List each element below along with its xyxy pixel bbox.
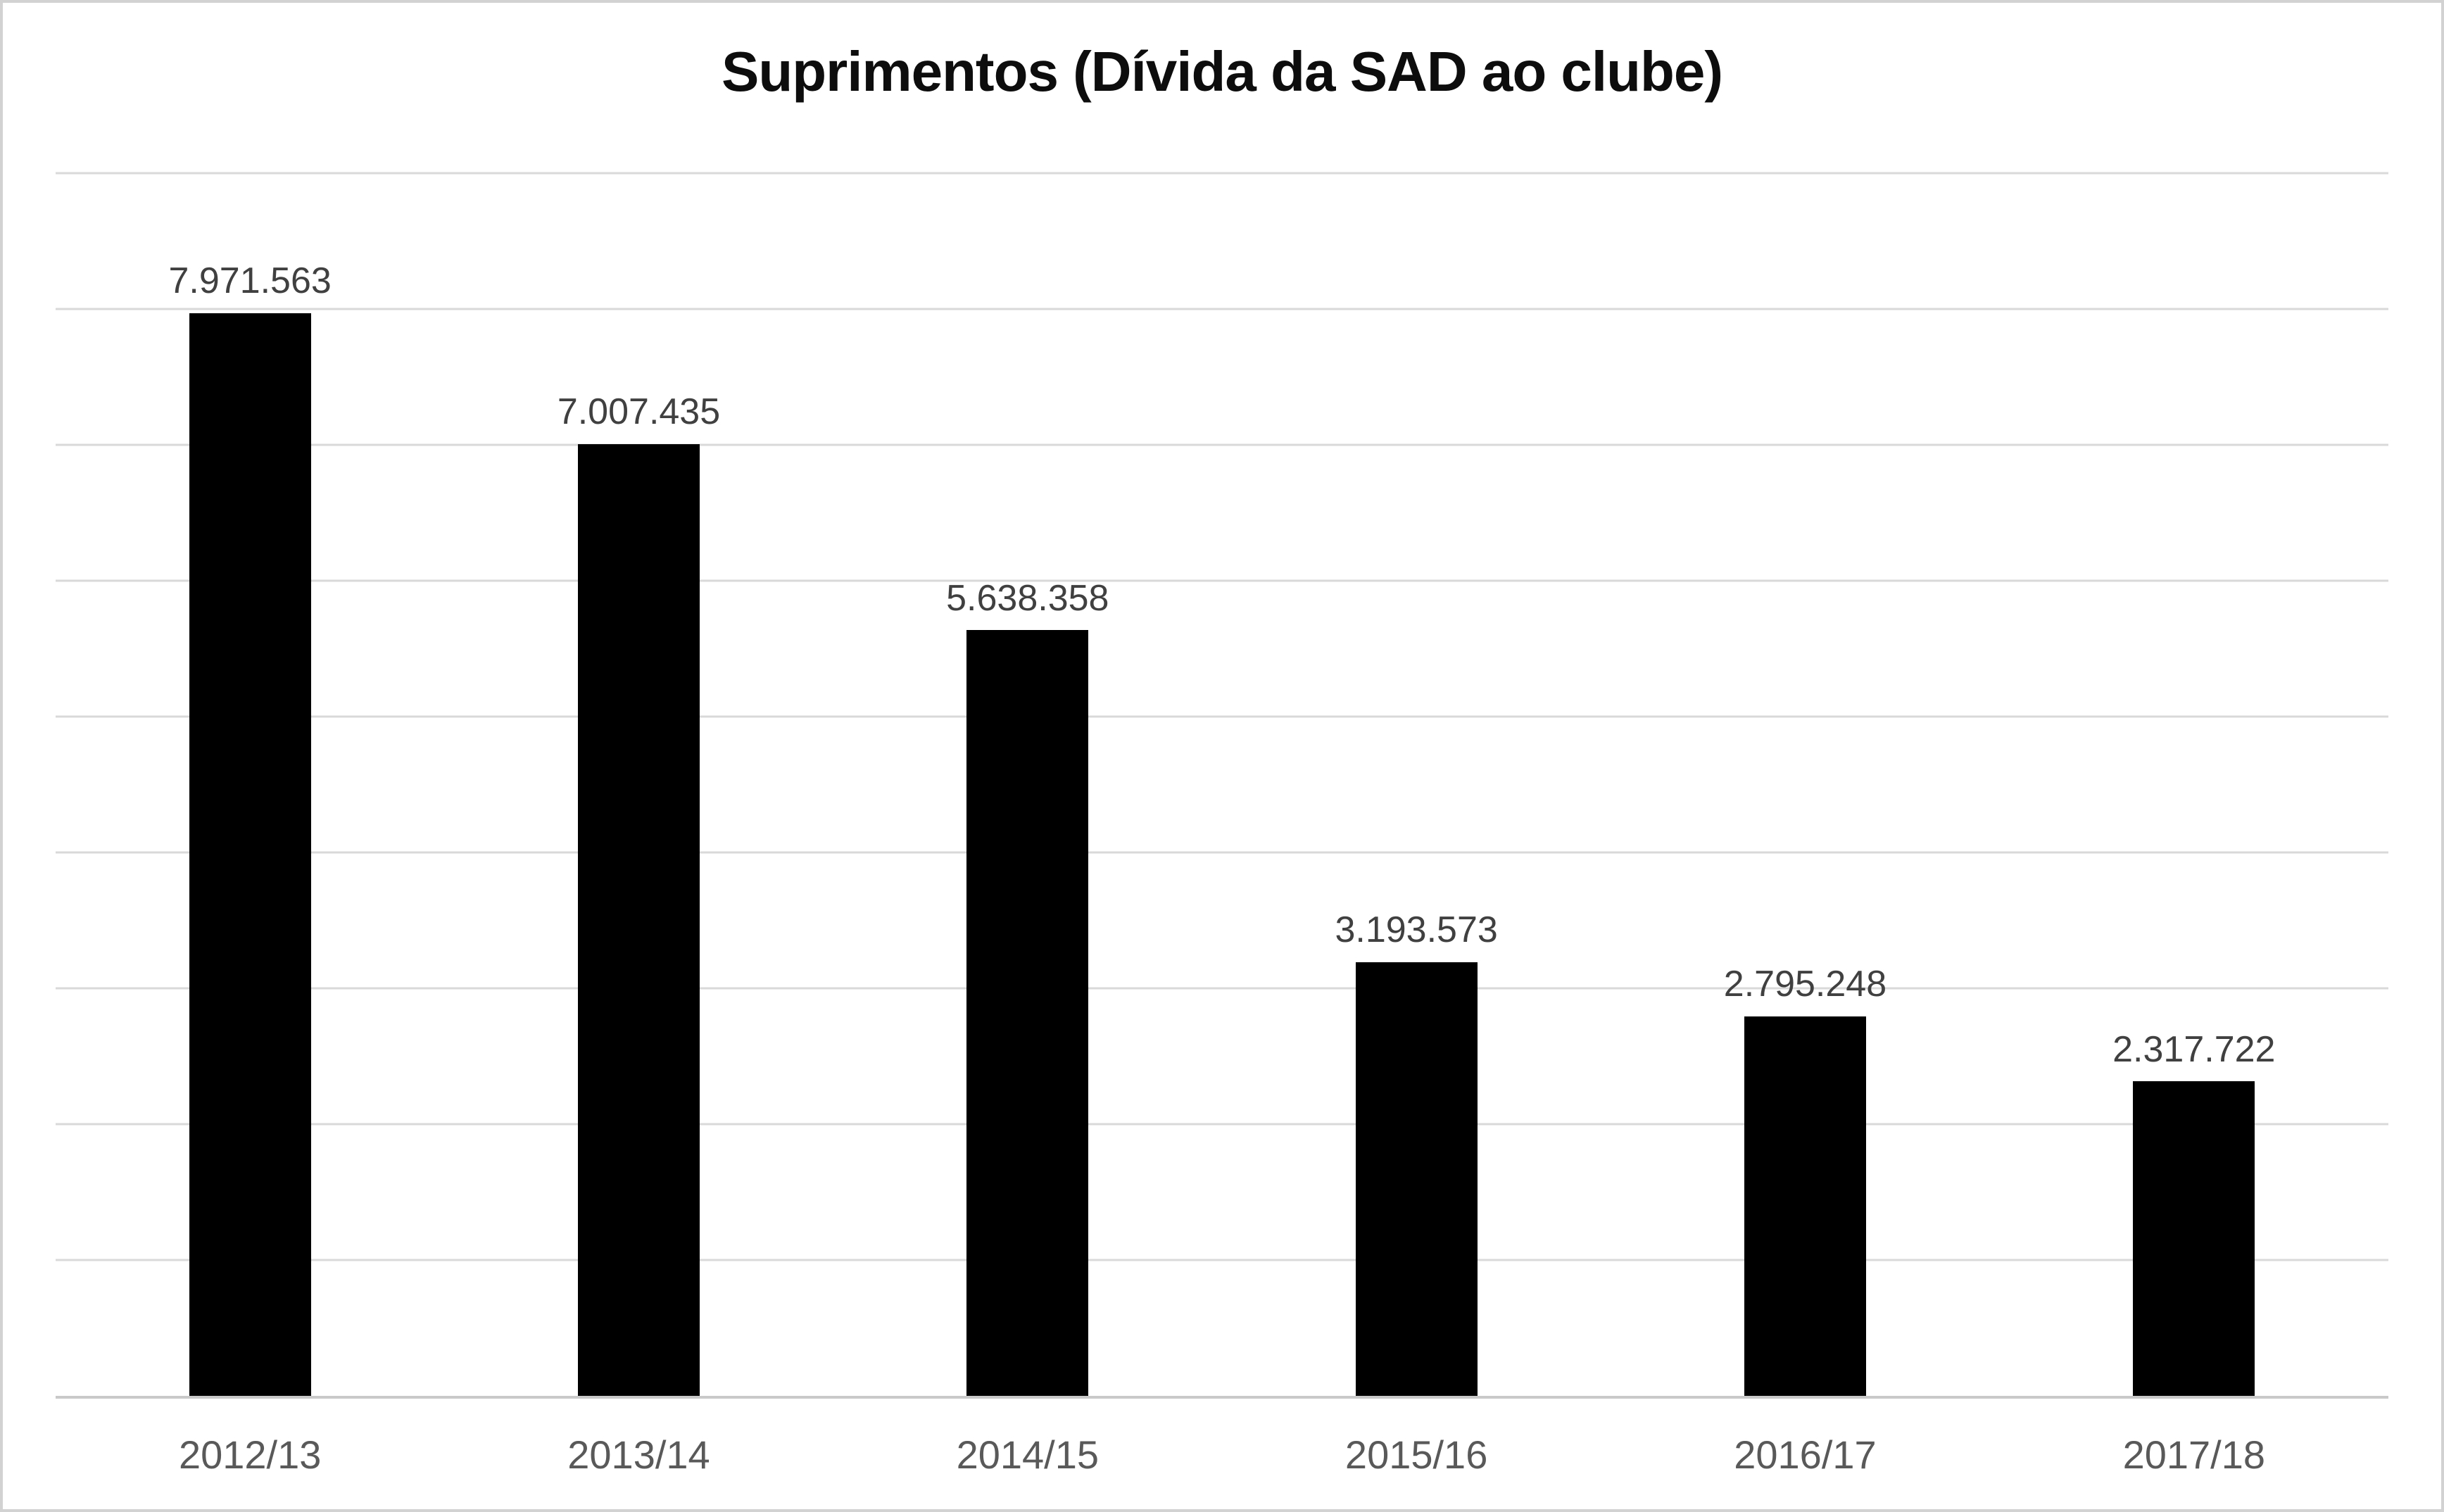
bar-series: 7.971.563 7.007.435 5.638.358 3.193.573 … [56,173,2388,1396]
bar-group-2012-13: 7.971.563 [56,173,444,1396]
x-axis-label-2016-17: 2016/17 [1734,1432,1877,1477]
bar-value-label: 5.638.358 [946,577,1109,619]
bar-value-label: 2.795.248 [1723,964,1887,1005]
bar-group-2014-15: 5.638.358 [833,173,1222,1396]
x-axis-label-2014-15: 2014/15 [956,1432,1100,1477]
bar-group-2013-14: 7.007.435 [444,173,833,1396]
gridline [56,1259,2388,1261]
x-axis-label-2017-18: 2017/18 [2122,1432,2266,1477]
gridline [56,308,2388,310]
bar-2015-16 [1355,962,1478,1396]
plot-area: 7.971.563 7.007.435 5.638.358 3.193.573 … [56,172,2388,1399]
gridline [56,443,2388,446]
bar-value-label: 7.971.563 [168,260,332,302]
bar-value-label: 3.193.573 [1335,909,1498,951]
bar-2014-15 [966,629,1089,1396]
bar-group-2016-17: 2.795.248 [1611,173,1999,1396]
x-axis-label-2015-16: 2015/16 [1344,1432,1488,1477]
bar-2016-17 [1744,1016,1866,1396]
bar-value-label: 7.007.435 [557,391,721,433]
gridline [56,172,2388,175]
gridline [56,579,2388,582]
chart-title: Suprimentos (Dívida da SAD ao clube) [721,40,1723,103]
bar-group-2017-18: 2.317.722 [2000,173,2388,1396]
gridline [56,851,2388,854]
x-axis-label-2012-13: 2012/13 [178,1432,322,1477]
bar-group-2015-16: 3.193.573 [1222,173,1611,1396]
bar-2012-13 [189,313,311,1396]
bar-2017-18 [2133,1081,2255,1396]
gridline [56,715,2388,718]
x-axis: 2012/13 2013/14 2014/15 2015/16 2016/17 … [56,1419,2388,1489]
bar-2013-14 [577,443,700,1396]
x-axis-label-2013-14: 2013/14 [567,1432,710,1477]
gridline [56,1123,2388,1126]
gridline [56,987,2388,990]
bar-value-label: 2.317.722 [2112,1028,2276,1070]
